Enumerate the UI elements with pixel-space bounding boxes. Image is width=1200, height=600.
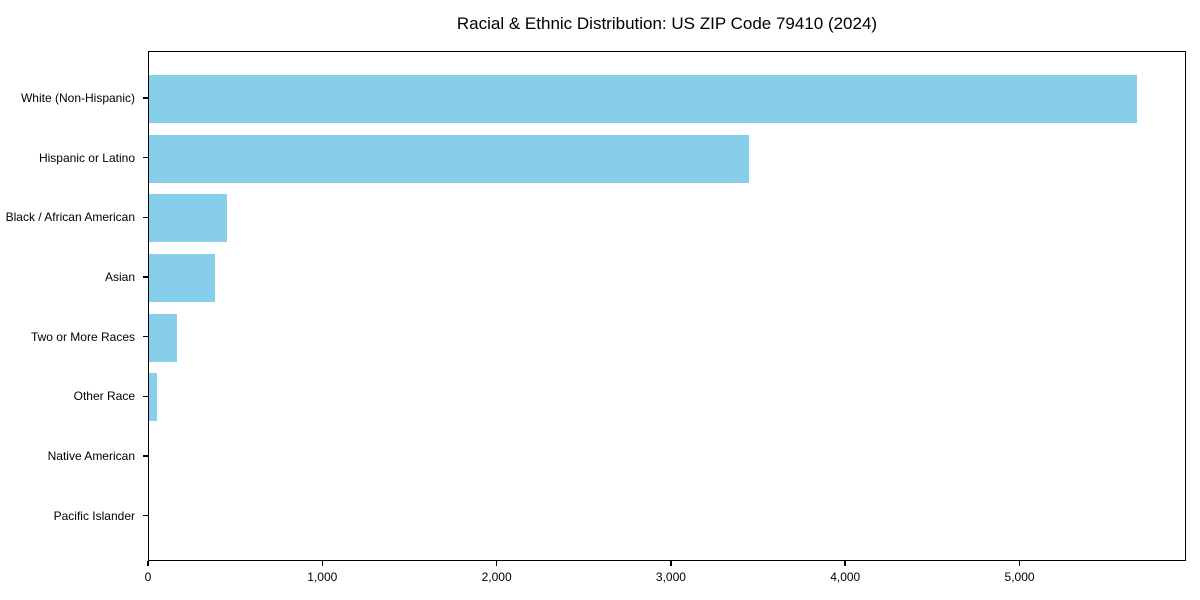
bar (149, 313, 177, 362)
x-axis-label: 2,000 (481, 570, 512, 584)
y-axis-tick (143, 514, 148, 517)
chart-title: Racial & Ethnic Distribution: US ZIP Cod… (456, 14, 878, 33)
x-axis-tick (147, 561, 149, 566)
y-axis-tick (143, 276, 148, 278)
y-axis-label: Asian (104, 269, 135, 284)
y-axis-tick (143, 216, 148, 219)
x-axis-tick (1018, 561, 1021, 566)
bar (149, 194, 227, 243)
x-axis-tick (844, 561, 846, 566)
y-axis-label: Two or More Races (30, 329, 135, 344)
y-axis-tick (143, 395, 148, 398)
y-axis-tick (143, 335, 148, 338)
bar (149, 253, 216, 302)
y-axis-tick (143, 455, 148, 457)
x-axis-label: 5,000 (1004, 570, 1035, 584)
x-axis-label: 3,000 (655, 570, 686, 584)
bar (149, 134, 749, 183)
y-axis-label: Native American (47, 448, 135, 463)
x-axis-label: 1,000 (307, 570, 338, 584)
plot-area (148, 51, 1186, 561)
bar (149, 373, 157, 422)
y-axis-label: White (Non-Hispanic) (20, 91, 135, 105)
y-axis-label: Pacific Islander (53, 508, 135, 523)
x-axis-label: 4,000 (830, 570, 861, 584)
y-axis-label: Black / African American (5, 210, 135, 225)
y-axis-label: Other Race (73, 389, 135, 404)
x-axis-tick (670, 561, 672, 566)
y-axis-label: Hispanic or Latino (38, 150, 135, 165)
y-axis-tick (143, 156, 148, 159)
bar (149, 75, 1138, 123)
x-axis-tick (495, 561, 498, 566)
x-axis-label: 0 (144, 570, 152, 584)
x-axis-tick (321, 561, 324, 566)
y-axis-tick (143, 97, 148, 99)
